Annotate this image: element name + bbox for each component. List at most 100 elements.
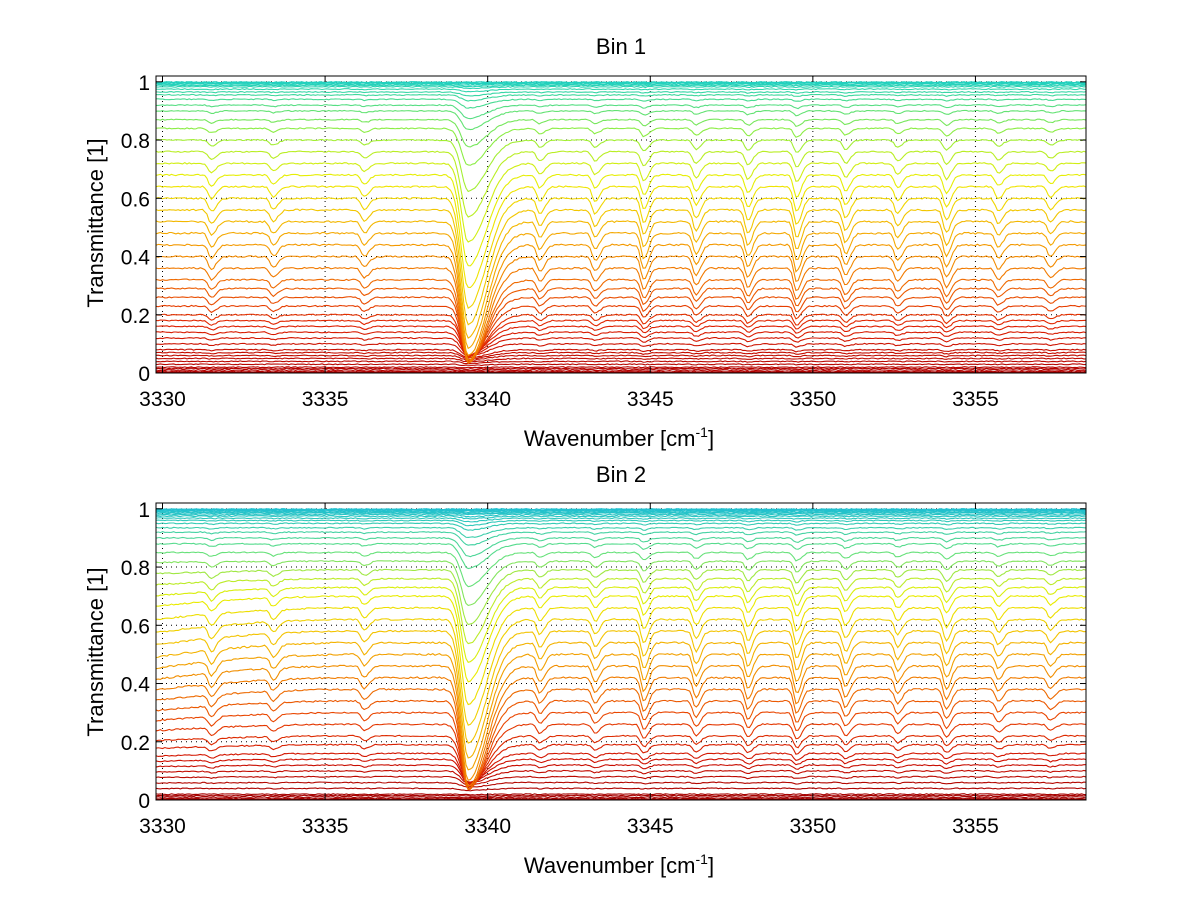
- series-line: [155, 796, 1087, 799]
- series-line: [155, 688, 1087, 790]
- series-line: [155, 536, 1087, 558]
- series-line: [155, 568, 1087, 626]
- y-tick-label: 0.6: [121, 615, 150, 638]
- y-tick-label: 0.2: [121, 732, 150, 755]
- series-line: [155, 758, 1087, 783]
- series-line: [155, 511, 1087, 515]
- series-line: [155, 699, 1087, 791]
- series-line: [155, 208, 1087, 326]
- series-line: [155, 664, 1087, 781]
- subplot-bin-2: Bin 2 3330 3335 3340 3345 3350 3355 0 0.2 0.4 0.…: [83, 462, 1087, 878]
- series-line: [155, 526, 1087, 539]
- x-tick-label: 3350: [789, 815, 836, 838]
- series-line: [155, 370, 1087, 373]
- x-tick-label: 3355: [952, 815, 999, 838]
- series-line: [155, 127, 1087, 166]
- series-line: [155, 793, 1087, 796]
- series-line: [155, 319, 1087, 357]
- x-tick-label: 3345: [627, 815, 674, 838]
- series-line: [155, 336, 1087, 356]
- series-line: [155, 88, 1087, 93]
- y-tick-label: 0.4: [121, 247, 151, 270]
- x-axis-label-close: ]: [708, 426, 714, 451]
- series-line: [155, 510, 1087, 514]
- grid: [156, 76, 1086, 374]
- plot-frame: [155, 75, 1087, 374]
- series-line: [155, 84, 1087, 88]
- y-tick-label: 0.8: [121, 130, 150, 153]
- series-line: [155, 304, 1087, 359]
- series-line: [155, 109, 1087, 131]
- series-line: [156, 606, 1087, 706]
- y-tick-label: 0: [138, 363, 150, 386]
- series-line: [155, 360, 1087, 365]
- series-line: [155, 85, 1087, 90]
- series-line: [155, 93, 1087, 102]
- x-tick-label: 3350: [789, 388, 836, 411]
- x-tick-label: 3335: [302, 815, 349, 838]
- series-line: [155, 367, 1087, 370]
- y-axis-label: Transmittance [1]: [83, 567, 108, 736]
- series-line: [155, 531, 1087, 546]
- x-tick-label: 3335: [302, 388, 349, 411]
- series-line: [155, 775, 1087, 786]
- series-line: [155, 508, 1087, 511]
- series-line: [155, 363, 1087, 367]
- series-line: [155, 220, 1086, 339]
- x-tick-label: 3340: [464, 815, 511, 838]
- series-line: [156, 104, 1087, 120]
- y-axis-label: Transmittance [1]: [83, 138, 108, 307]
- series-line: [155, 734, 1087, 786]
- x-tick-label: 3330: [139, 388, 186, 411]
- chart-title: Bin 1: [596, 34, 646, 59]
- x-axis-ticks: 3330 3335 3340 3345 3350 3355: [139, 503, 999, 838]
- series-line: [155, 81, 1087, 84]
- x-tick-label: 3330: [139, 815, 186, 838]
- series-line: [155, 369, 1087, 372]
- y-tick-label: 0.8: [121, 557, 150, 580]
- y-axis-ticks: 0 0.2 0.4 0.6 0.8 1: [121, 499, 1086, 813]
- series-line: [155, 357, 1087, 363]
- series-line: [155, 351, 1087, 360]
- series-line: [155, 752, 1087, 783]
- x-axis-label: Wavenumber [cm-1]: [524, 851, 714, 878]
- subplot-bin-1: Bin 1 3330 3335 3340 3345 3350 3355 0 0.2 0.4 0.…: [83, 34, 1087, 451]
- x-axis-label-main: Wavenumber [cm: [524, 853, 696, 878]
- x-axis-label-close: ]: [708, 853, 714, 878]
- series-line: [155, 296, 1087, 361]
- series-line: [155, 560, 1087, 606]
- series-line: [155, 366, 1087, 369]
- series-line: [155, 787, 1087, 792]
- series-line: [155, 723, 1087, 788]
- series-line: [155, 83, 1086, 86]
- series-group: [155, 81, 1087, 373]
- series-line: [155, 743, 1087, 785]
- y-axis-ticks: 0 0.2 0.4 0.6 0.8 1: [121, 72, 1086, 386]
- y-tick-label: 0: [138, 790, 150, 813]
- series-line: [155, 243, 1087, 357]
- series-line: [155, 90, 1087, 97]
- series-line: [155, 173, 1087, 267]
- series-line: [155, 781, 1087, 788]
- series-line: [155, 522, 1087, 531]
- series-line: [155, 348, 1087, 359]
- series-line: [155, 676, 1087, 787]
- series-line: [155, 542, 1087, 570]
- y-tick-label: 1: [138, 72, 150, 95]
- series-line: [155, 313, 1087, 358]
- series-line: [155, 118, 1087, 148]
- series-line: [155, 513, 1087, 518]
- series-line: [155, 266, 1087, 364]
- series-line: [155, 652, 1087, 771]
- series-line: [155, 769, 1087, 784]
- series-line: [155, 185, 1087, 289]
- series-line: [155, 325, 1087, 357]
- x-tick-label: 3345: [627, 388, 674, 411]
- series-line: [155, 551, 1087, 588]
- series-line: [155, 255, 1087, 361]
- series-line: [155, 150, 1087, 218]
- x-axis-label-superscript: -1: [696, 424, 709, 440]
- x-axis-label-superscript: -1: [696, 851, 709, 867]
- series-line: [155, 763, 1086, 783]
